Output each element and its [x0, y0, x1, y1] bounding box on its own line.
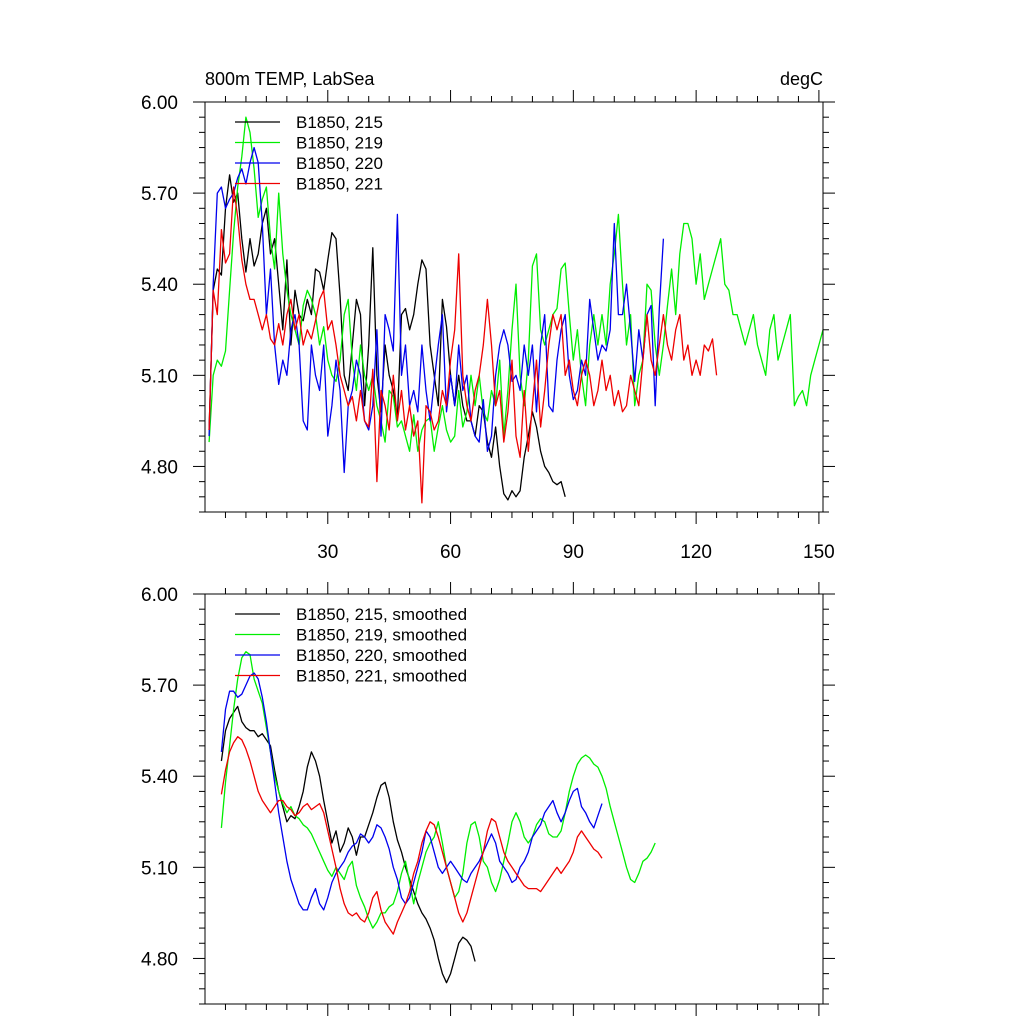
y-tick-label: 5.70	[141, 676, 178, 697]
bottom-panel-smoothed: 4.80 5.10 5.40 5.70 6.00 B1850, 215, smoothed…	[141, 582, 835, 1016]
legend-label-2: B1850, 220	[296, 154, 383, 173]
y-tick-label: 4.80	[141, 457, 178, 478]
y-tick-label: 5.40	[141, 767, 178, 788]
series-lines	[220, 651, 656, 984]
series-line-0	[220, 705, 476, 984]
chart-title: 800m TEMP, LabSea	[205, 69, 375, 89]
y-tick-label: 6.00	[141, 93, 178, 114]
y-tick-label: 4.80	[141, 949, 178, 970]
units-label: degC	[780, 69, 823, 89]
top-panel-raw: 4.80 5.10 5.40 5.70 6.00 30 60 90 120 150 800m TEM…	[141, 69, 835, 563]
legend-label-2: B1850, 220, smoothed	[296, 646, 467, 665]
series-line-1	[220, 651, 656, 929]
series-line-1	[208, 116, 823, 452]
plot-frame	[204, 593, 824, 1005]
y-tick-label: 5.40	[141, 275, 178, 296]
legend-label-0: B1850, 215, smoothed	[296, 605, 467, 624]
legend: B1850, 215, smoothed B1850, 219, smoothed…	[235, 605, 467, 686]
x-tick-label: 60	[440, 542, 461, 563]
legend-label-1: B1850, 219	[296, 134, 383, 153]
y-tick-label: 5.10	[141, 366, 178, 387]
y-tick-label: 6.00	[141, 585, 178, 606]
y-tick-label: 5.10	[141, 858, 178, 879]
legend-label-0: B1850, 215	[296, 113, 383, 132]
x-tick-label: 90	[563, 542, 584, 563]
legend-label-3: B1850, 221, smoothed	[296, 667, 467, 686]
series-lines	[208, 116, 823, 504]
legend-label-1: B1850, 219, smoothed	[296, 626, 467, 645]
x-tick-label: 150	[803, 542, 835, 563]
x-tick-label: 30	[317, 542, 338, 563]
series-line-2	[220, 672, 603, 911]
legend-label-3: B1850, 221	[296, 175, 383, 194]
series-line-2	[208, 146, 665, 474]
y-tick-label: 5.70	[141, 184, 178, 205]
plot-frame	[204, 101, 824, 513]
series-line-3	[220, 736, 603, 935]
series-line-3	[208, 186, 718, 504]
series-line-0	[208, 174, 566, 501]
x-tick-label: 120	[680, 542, 712, 563]
